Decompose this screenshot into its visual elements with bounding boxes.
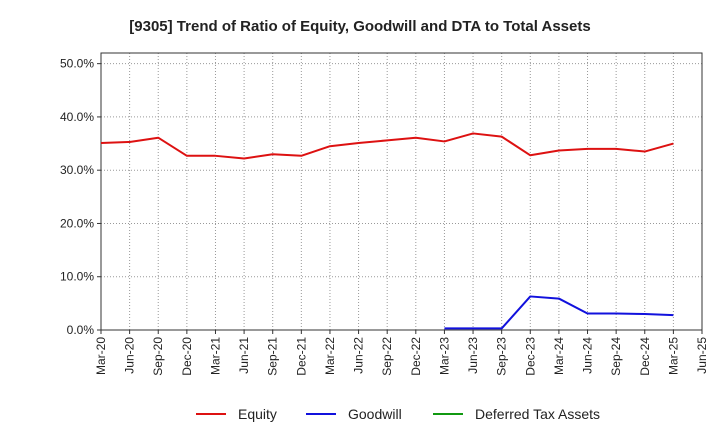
y-axis: 0.0% 10.0% 20.0% 30.0% 40.0% 50.0% [60,57,101,337]
x-tick-label: Sep-22 [380,337,394,376]
x-tick-label: Sep-20 [151,337,165,376]
x-axis: Mar-20 Jun-20 Sep-20 Dec-20 Mar-21 Jun-21 Sep-… [94,330,709,376]
x-tick-label: Dec-21 [294,337,308,376]
x-tick-label: Mar-24 [552,337,566,375]
series-line-equity [100,132,674,160]
x-tick-label: Dec-20 [180,337,194,376]
y-tick-label: 40.0% [60,110,94,124]
x-tick-label: Dec-24 [638,337,652,376]
x-tick-label: Mar-23 [437,337,451,375]
x-tick-label: Jun-20 [123,337,137,374]
grid [101,53,702,330]
x-tick-label: Dec-22 [409,337,423,376]
x-tick-label: Jun-24 [581,337,595,374]
x-tick-label: Sep-21 [266,337,280,376]
legend-label-goodwill: Goodwill [348,406,402,422]
x-tick-label: Mar-25 [666,337,680,375]
x-tick-label: Jun-22 [352,337,366,374]
y-tick-label: 50.0% [60,57,94,71]
plot-area [100,52,703,331]
y-tick-label: 30.0% [60,163,94,177]
x-tick-label: Jun-25 [695,337,709,374]
legend-label-equity: Equity [238,406,277,422]
x-tick-label: Jun-21 [237,337,251,374]
x-tick-label: Sep-23 [495,337,509,376]
legend: Equity Goodwill Deferred Tax Assets [196,406,600,422]
x-tick-label: Jun-23 [466,337,480,374]
series-lines [100,132,674,330]
y-tick-label: 10.0% [60,270,94,284]
y-tick-label: 0.0% [67,323,95,337]
x-tick-label: Mar-21 [208,337,222,375]
x-tick-label: Sep-24 [609,337,623,376]
x-tick-label: Dec-23 [523,337,537,376]
y-tick-label: 20.0% [60,216,94,230]
legend-label-deferred-tax-assets: Deferred Tax Assets [475,406,600,422]
x-tick-label: Mar-20 [94,337,108,375]
series-line-goodwill [444,295,674,330]
chart-title: [9305] Trend of Ratio of Equity, Goodwil… [129,18,590,35]
x-tick-label: Mar-22 [323,337,337,375]
